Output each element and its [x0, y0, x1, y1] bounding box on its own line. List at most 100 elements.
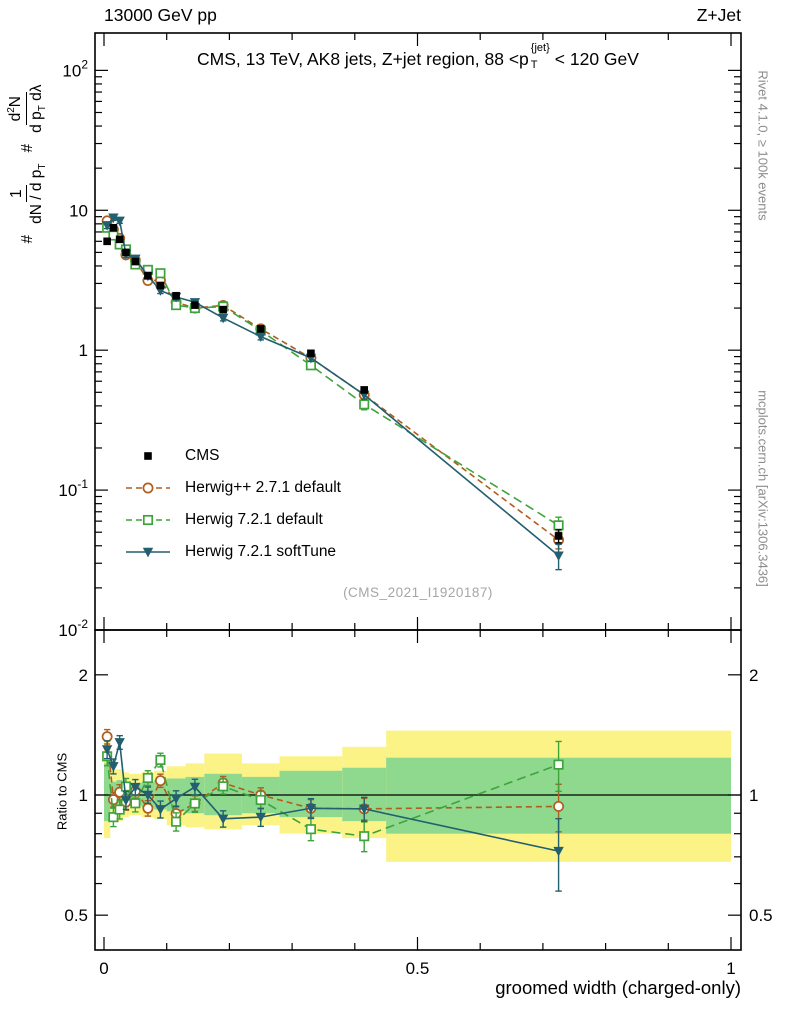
tick-label: 0 — [99, 959, 108, 978]
fraction-d2n: d2N d pT dλ — [6, 84, 49, 133]
marker-square-open — [553, 759, 564, 770]
marker-triangle-down — [114, 216, 125, 227]
legend-marker-circle-open — [126, 482, 170, 494]
tick-label: 102 — [62, 57, 88, 80]
ratio-panel-series — [101, 728, 565, 892]
marker-square-open — [142, 514, 154, 526]
marker-square-open — [305, 824, 316, 835]
marker-triangle-down — [359, 804, 370, 815]
marker-square-filled — [554, 532, 563, 540]
ratio-panel-frame — [94, 629, 742, 951]
marker-square-filled — [219, 305, 227, 314]
process-label: Z+Jet — [696, 5, 741, 25]
marker-square-open — [255, 794, 266, 805]
green-uncertainty-band — [104, 763, 111, 822]
marker-square-open — [130, 798, 141, 809]
tick-label: 0.5 — [64, 906, 88, 925]
legend-item: Herwig++ 2.7.1 default — [124, 472, 341, 504]
marker-circle-open — [142, 802, 154, 814]
marker-square-filled — [156, 281, 165, 290]
rivet-version-note: Rivet 4.1.0, ≥ 100k events — [755, 70, 771, 221]
marker-triangle-down — [101, 745, 113, 755]
main-panel-series — [101, 213, 565, 571]
marker-triangle-down — [553, 551, 564, 562]
plot-title: CMS, 13 TeV, AK8 jets, Z+jet region, 88 … — [98, 43, 738, 71]
marker-circle-open — [101, 731, 113, 743]
legend-label: Herwig++ 2.7.1 default — [185, 479, 341, 496]
marker-triangle-down — [142, 790, 154, 801]
series-line — [106, 742, 559, 852]
tick-label: 2 — [749, 666, 758, 685]
marker-triangle-down — [108, 213, 119, 224]
axes-and-ticks — [94, 32, 742, 951]
pt-jet-subscript: T — [530, 59, 538, 71]
marker-square-open — [155, 754, 166, 765]
marker-square-open — [171, 816, 182, 827]
tick-label: 1 — [79, 341, 88, 360]
fraction-one-over-dndpt: 1 dN / d pT — [6, 163, 48, 224]
marker-square-filled — [191, 301, 199, 309]
tick-label: 10-2 — [58, 617, 88, 640]
series-line — [106, 216, 560, 557]
tick-label: 10-1 — [58, 477, 88, 500]
marker-triangle-down — [170, 794, 182, 804]
pt-jet-superscript: {jet} — [530, 42, 550, 54]
marker-triangle-down — [155, 805, 166, 815]
tick-label: 1 — [749, 786, 758, 805]
marker-circle-open — [154, 775, 166, 787]
tick-label: 1 — [79, 786, 88, 805]
marker-square-filled — [122, 248, 130, 257]
plot-title-text: CMS, 13 TeV, AK8 jets, Z+jet region, 88 … — [197, 49, 529, 69]
marker-square-filled — [360, 386, 369, 394]
marker-square-open — [108, 812, 119, 823]
marker-square-open — [553, 520, 564, 531]
marker-circle-open — [553, 800, 565, 812]
marker-square-open — [120, 781, 131, 792]
y-axis-title-main: # 1 dN / d pT # d2N d pT dλ — [5, 41, 51, 285]
x-axis-title: groomed width (charged-only) — [495, 977, 741, 998]
pt-jet-symbol: {jet} T — [529, 43, 555, 71]
legend-item: Herwig 7.2.1 softTune — [124, 536, 341, 568]
marker-triangle-down — [189, 782, 201, 793]
legend-item: CMS — [124, 440, 341, 472]
marker-square-filled — [115, 235, 124, 244]
legend-marker-square-filled — [144, 452, 152, 460]
marker-triangle-down — [108, 762, 119, 772]
marker-square-open — [218, 781, 229, 792]
legend-label: Herwig 7.2.1 softTune — [185, 543, 337, 560]
marker-triangle-down — [217, 313, 229, 324]
analysis-id-watermark: (CMS_2021_I1920187) — [343, 585, 493, 600]
y-axis-title-ratio: Ratio to CMS — [54, 752, 70, 831]
marker-triangle-down — [553, 846, 564, 857]
mcplots-arxiv-note: mcplots.cern.ch [arXiv:1306.3436] — [755, 390, 771, 587]
marker-triangle-down — [305, 804, 317, 814]
tick-label: 1 — [726, 959, 735, 978]
marker-square-filled — [131, 257, 140, 266]
marker-square-open — [142, 772, 153, 784]
marker-triangle-down — [255, 812, 266, 823]
beam-energy-label: 13000 GeV pp — [104, 5, 217, 25]
marker-square-filled — [103, 237, 111, 246]
legend-marker-triangle-down-filled — [126, 547, 170, 558]
marker-square-open — [359, 399, 370, 410]
marker-square-open — [114, 804, 125, 815]
marker-circle-open — [142, 482, 154, 494]
tick-label: 10 — [69, 201, 88, 220]
marker-square-filled — [109, 223, 118, 232]
marker-square-filled — [256, 325, 265, 333]
tick-label: 2 — [79, 666, 88, 685]
marker-square-filled — [144, 272, 152, 280]
marker-square-open — [155, 268, 166, 279]
marker-triangle-down — [217, 814, 229, 825]
hash-symbol: # — [19, 143, 36, 153]
legend-label: CMS — [185, 447, 220, 464]
marker-triangle-down — [120, 796, 132, 806]
hash-symbol: # — [19, 234, 36, 244]
legend-label: Herwig 7.2.1 default — [185, 511, 323, 528]
marker-square-open — [359, 831, 370, 842]
legend-item: Herwig 7.2.1 default — [124, 504, 341, 536]
marker-triangle-down — [142, 547, 154, 558]
marker-square-filled — [144, 452, 152, 460]
